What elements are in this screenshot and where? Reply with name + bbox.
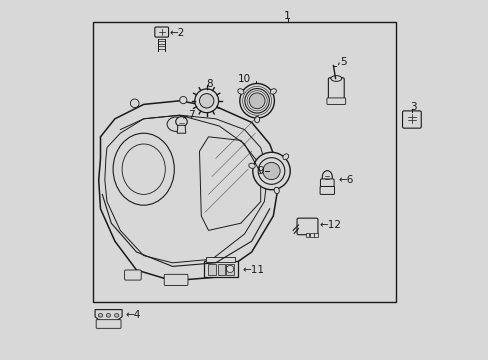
Ellipse shape [330, 76, 341, 81]
Text: ←12: ←12 [319, 220, 341, 230]
Circle shape [226, 265, 233, 273]
Ellipse shape [122, 144, 165, 194]
Text: ←2: ←2 [169, 28, 184, 39]
FancyBboxPatch shape [205, 257, 234, 262]
Ellipse shape [322, 171, 332, 184]
Ellipse shape [167, 117, 185, 131]
FancyBboxPatch shape [124, 270, 141, 280]
Text: 10: 10 [237, 74, 250, 84]
Text: ←4: ←4 [125, 310, 141, 320]
Ellipse shape [114, 314, 119, 317]
FancyBboxPatch shape [208, 264, 215, 275]
Text: ←11: ←11 [242, 265, 264, 275]
Circle shape [194, 89, 218, 113]
Text: 7: 7 [187, 110, 194, 120]
Ellipse shape [248, 163, 255, 168]
Circle shape [258, 158, 284, 184]
Circle shape [252, 152, 289, 190]
Text: ←6: ←6 [337, 175, 353, 185]
Ellipse shape [282, 154, 288, 159]
FancyBboxPatch shape [328, 78, 344, 102]
Ellipse shape [237, 89, 244, 94]
Polygon shape [99, 101, 280, 281]
Circle shape [244, 89, 269, 113]
Ellipse shape [270, 89, 276, 94]
FancyBboxPatch shape [155, 27, 168, 37]
Polygon shape [95, 310, 122, 321]
Ellipse shape [106, 314, 110, 317]
Text: 3: 3 [409, 102, 416, 112]
Text: 9: 9 [257, 166, 264, 176]
FancyBboxPatch shape [226, 264, 233, 275]
Ellipse shape [98, 314, 102, 317]
Circle shape [263, 162, 280, 180]
Text: 8: 8 [206, 78, 212, 89]
Ellipse shape [113, 133, 174, 205]
Circle shape [199, 94, 213, 108]
FancyBboxPatch shape [296, 218, 317, 235]
Ellipse shape [274, 187, 279, 194]
Circle shape [179, 96, 186, 104]
Polygon shape [199, 137, 260, 230]
FancyBboxPatch shape [320, 186, 334, 194]
FancyBboxPatch shape [93, 22, 395, 302]
FancyBboxPatch shape [309, 233, 313, 237]
Circle shape [239, 84, 274, 118]
Polygon shape [177, 125, 185, 133]
FancyBboxPatch shape [320, 179, 333, 189]
Ellipse shape [254, 116, 259, 123]
Text: 5: 5 [339, 57, 346, 67]
Polygon shape [104, 115, 267, 263]
FancyBboxPatch shape [326, 98, 345, 104]
FancyBboxPatch shape [217, 264, 224, 275]
FancyBboxPatch shape [203, 261, 238, 277]
FancyBboxPatch shape [164, 274, 187, 285]
FancyBboxPatch shape [402, 111, 420, 128]
Circle shape [249, 93, 264, 109]
Text: 1: 1 [284, 11, 291, 21]
FancyBboxPatch shape [305, 233, 309, 237]
Circle shape [130, 99, 139, 108]
Ellipse shape [175, 117, 187, 127]
FancyBboxPatch shape [314, 233, 317, 237]
FancyBboxPatch shape [96, 320, 121, 328]
